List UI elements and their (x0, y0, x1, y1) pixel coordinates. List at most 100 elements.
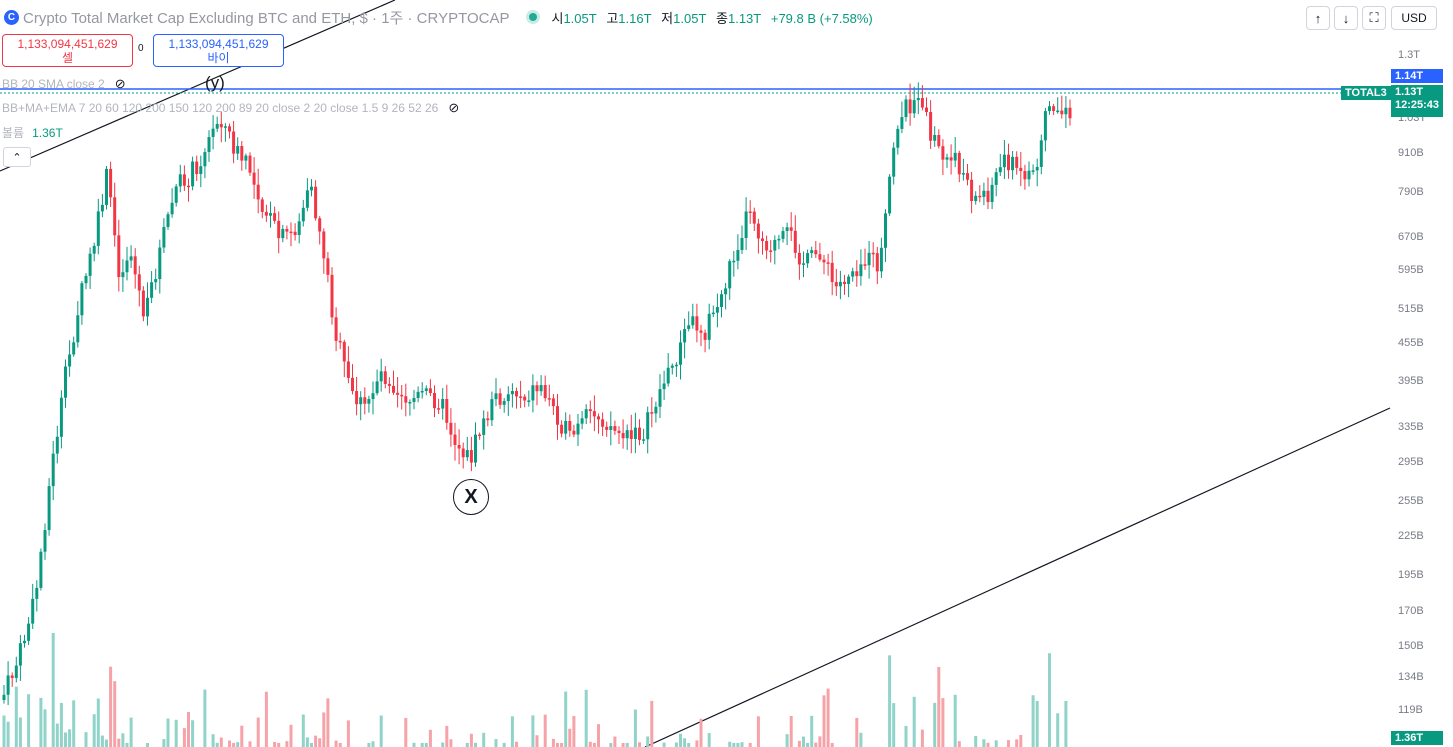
candle-body (346, 361, 350, 378)
candle-body (482, 418, 486, 435)
volume-bar (273, 741, 277, 747)
candle-body (51, 453, 55, 487)
candle-body (367, 399, 371, 404)
wave-label-x[interactable]: X (453, 479, 489, 515)
candle-body (875, 253, 879, 272)
indicator-bb[interactable]: BB 20 SMA close 2 ⊘ (2, 76, 126, 91)
candle-body (580, 418, 584, 424)
candle-body (178, 174, 182, 187)
high-price-tag: 1.14T (1391, 69, 1443, 83)
candle-body (699, 330, 703, 333)
candle-body (363, 397, 367, 404)
volume-bar (830, 742, 834, 747)
candle-body (23, 640, 26, 644)
candle-body (494, 393, 498, 400)
candle-body (744, 211, 748, 239)
candle-body (601, 419, 605, 427)
candle-body (986, 190, 990, 203)
price-axis-label: 150B (1398, 640, 1424, 652)
candle-body (613, 426, 617, 431)
volume-bar (2, 715, 6, 747)
arrow-down-icon[interactable]: ↓ (1334, 6, 1358, 30)
candle-body (39, 551, 43, 588)
candle-body (441, 398, 445, 409)
candle-body (756, 223, 760, 239)
candle-body (6, 675, 10, 695)
sell-label: 셀 (61, 51, 74, 65)
candle-body (1060, 110, 1064, 115)
candle-body (342, 341, 346, 362)
candle-body (318, 218, 322, 232)
volume-bar (248, 741, 252, 747)
hidden-eye-icon[interactable]: ⊘ (114, 76, 126, 91)
candle-body (461, 448, 465, 458)
candle-body (1011, 156, 1015, 171)
sell-button[interactable]: 1,133,094,451,629 셀 (2, 34, 133, 67)
price-axis-label: 295B (1398, 456, 1424, 468)
candle-body (1031, 170, 1035, 172)
volume-bar (117, 738, 121, 747)
candle-body (797, 252, 801, 265)
candle-body (125, 260, 129, 273)
candle-body (322, 231, 326, 259)
symbol-header: C Crypto Total Market Cap Excluding BTC … (4, 7, 873, 27)
candle-body (141, 290, 145, 317)
candle-body (912, 100, 916, 114)
buy-button[interactable]: 1,133,094,451,629 바이 (153, 34, 284, 67)
candle-body (207, 137, 211, 153)
price-axis-label: 595B (1398, 264, 1424, 276)
volume-bar (289, 724, 293, 747)
candle-body (43, 530, 47, 552)
volume-bar (43, 709, 47, 747)
candle-body (1068, 107, 1072, 119)
volume-bar (818, 736, 822, 747)
candle-body (724, 288, 728, 295)
candle-body (953, 152, 957, 161)
candle-body (297, 221, 301, 236)
volume-bar (920, 729, 924, 747)
volume-bar (318, 738, 322, 747)
candle-body (355, 391, 359, 405)
candle-body (568, 420, 572, 431)
fullscreen-icon[interactable]: ⛶ (1362, 6, 1386, 30)
volume-bar (736, 742, 740, 747)
volume-bar (892, 703, 896, 747)
volume-bar (572, 715, 576, 747)
candle-body (428, 388, 432, 394)
candle-body (908, 99, 912, 114)
indicator-bbmaema[interactable]: BB+MA+EMA 7 20 60 120 200 150 120 200 89… (2, 100, 460, 115)
candle-body (133, 256, 137, 275)
arrow-up-icon[interactable]: ↑ (1306, 6, 1330, 30)
collapse-legend-button[interactable]: ⌃ (3, 147, 31, 167)
volume-bar (404, 717, 408, 747)
candle-body (100, 204, 104, 212)
volume-bar (236, 742, 240, 747)
candle-body (691, 316, 695, 326)
candle-body (285, 228, 289, 232)
volume-bar (789, 715, 793, 747)
symbol-title[interactable]: Crypto Total Market Cap Excluding BTC an… (23, 9, 510, 27)
volume-legend[interactable]: 볼륨 1.36T (2, 126, 63, 140)
ohlc-values: 시1.05T 고1.16T 저1.05T 종1.13T +79.8 B (+7.… (551, 10, 873, 26)
hidden-eye-icon[interactable]: ⊘ (448, 100, 460, 115)
candle-body (27, 623, 31, 641)
volume-bar (707, 733, 711, 747)
candle-body (830, 262, 834, 283)
candle-body (658, 389, 662, 407)
candle-body (146, 297, 149, 317)
candle-body (769, 250, 773, 252)
candle-body (933, 135, 937, 141)
candle-body (560, 424, 564, 434)
price-axis-label: 1.3T (1398, 49, 1421, 61)
volume-bar (1064, 700, 1068, 747)
volume-bar (228, 740, 231, 747)
candle-body (515, 391, 518, 397)
candle-body (740, 238, 744, 250)
volume-bar (420, 742, 424, 747)
candle-body (293, 231, 297, 236)
candle-body (1035, 166, 1039, 171)
volume-bar (531, 715, 535, 747)
currency-select[interactable]: USD (1391, 6, 1437, 30)
wave-label-y[interactable]: (y) (205, 73, 225, 92)
